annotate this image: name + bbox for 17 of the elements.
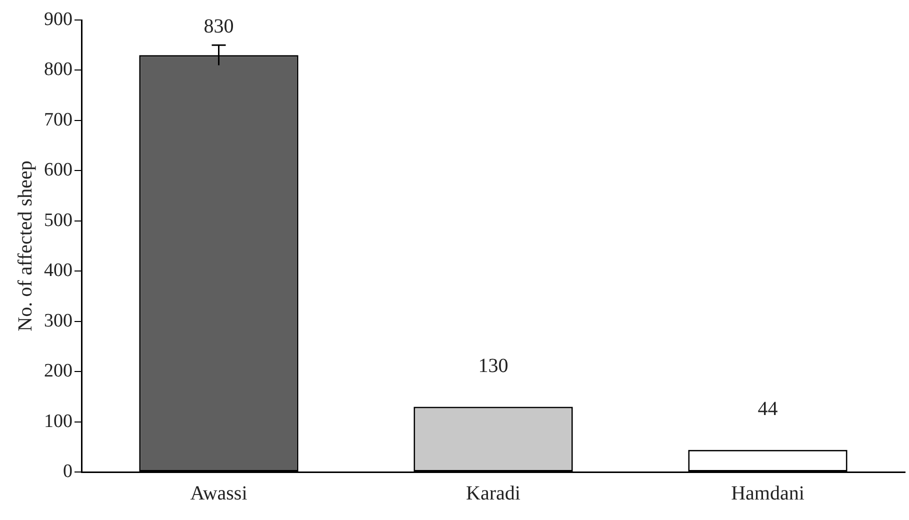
y-tick-label: 700 <box>44 109 72 130</box>
data-label: 130 <box>478 354 508 377</box>
data-label: 44 <box>758 398 778 420</box>
y-tick-label: 800 <box>44 59 72 80</box>
y-tick-label: 100 <box>44 410 72 432</box>
y-tick-label: 900 <box>44 8 72 30</box>
data-label: 830 <box>204 15 234 38</box>
y-axis-title: No. of affected sheep <box>14 160 36 332</box>
y-tick-label: 600 <box>44 160 72 181</box>
y-tick-label: 400 <box>44 260 72 282</box>
y-tick-label: 300 <box>44 310 72 332</box>
x-tick-label: Awassi <box>190 482 248 504</box>
y-tick-label: 0 <box>63 460 72 482</box>
x-tick-label: Hamdani <box>731 482 805 504</box>
y-tick-label: 500 <box>44 210 72 231</box>
x-tick-label: Karadi <box>466 482 521 504</box>
y-tick-label: 200 <box>44 360 72 382</box>
